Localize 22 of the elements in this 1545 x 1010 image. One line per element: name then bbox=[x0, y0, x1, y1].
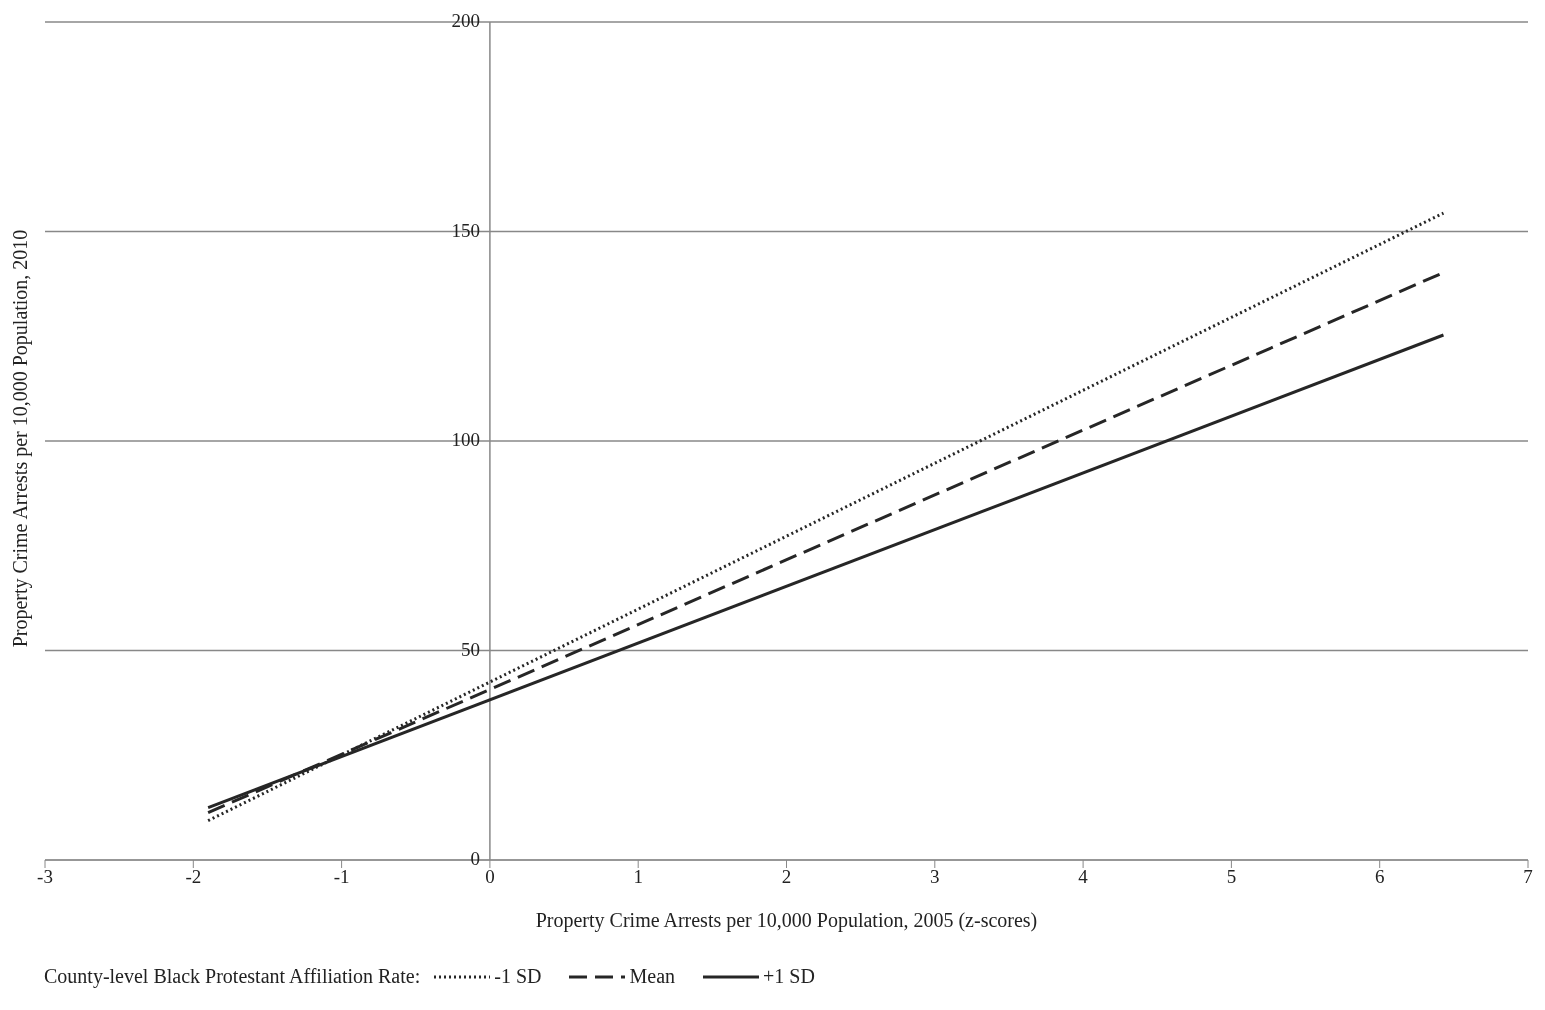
x-tick-label: 0 bbox=[485, 866, 495, 888]
x-tick-label: 6 bbox=[1374, 866, 1385, 888]
x-tick-label: -2 bbox=[185, 866, 202, 888]
x-tick-label: 7 bbox=[1523, 866, 1533, 888]
x-tick-label: 1 bbox=[633, 866, 643, 888]
x-tick-label: 5 bbox=[1226, 866, 1237, 888]
y-tick-label: 0 bbox=[470, 848, 480, 869]
y-tick-label: 150 bbox=[451, 219, 480, 241]
y-tick-label: 200 bbox=[451, 10, 480, 31]
x-tick-label: -3 bbox=[37, 866, 53, 888]
legend-label: +1 SD bbox=[763, 965, 815, 988]
legend-label: Mean bbox=[629, 965, 676, 988]
y-tick-label: 100 bbox=[451, 429, 480, 450]
x-tick-label: -1 bbox=[333, 866, 350, 888]
y-tick-label: 50 bbox=[460, 638, 480, 660]
x-axis-title: Property Crime Arrests per 10,000 Population, 2005 (z-scores) bbox=[535, 909, 1038, 932]
legend-title: County-level Black Protestant Affiliation Rate: bbox=[44, 965, 421, 988]
x-tick-label: 3 bbox=[930, 866, 940, 888]
y-axis-title: Property Crime Arrests per 10,000 Population, 2010 bbox=[9, 229, 33, 648]
x-tick-label: 4 bbox=[1078, 866, 1089, 888]
legend-label: -1 SD bbox=[494, 965, 542, 988]
x-tick-label: 2 bbox=[781, 866, 792, 888]
